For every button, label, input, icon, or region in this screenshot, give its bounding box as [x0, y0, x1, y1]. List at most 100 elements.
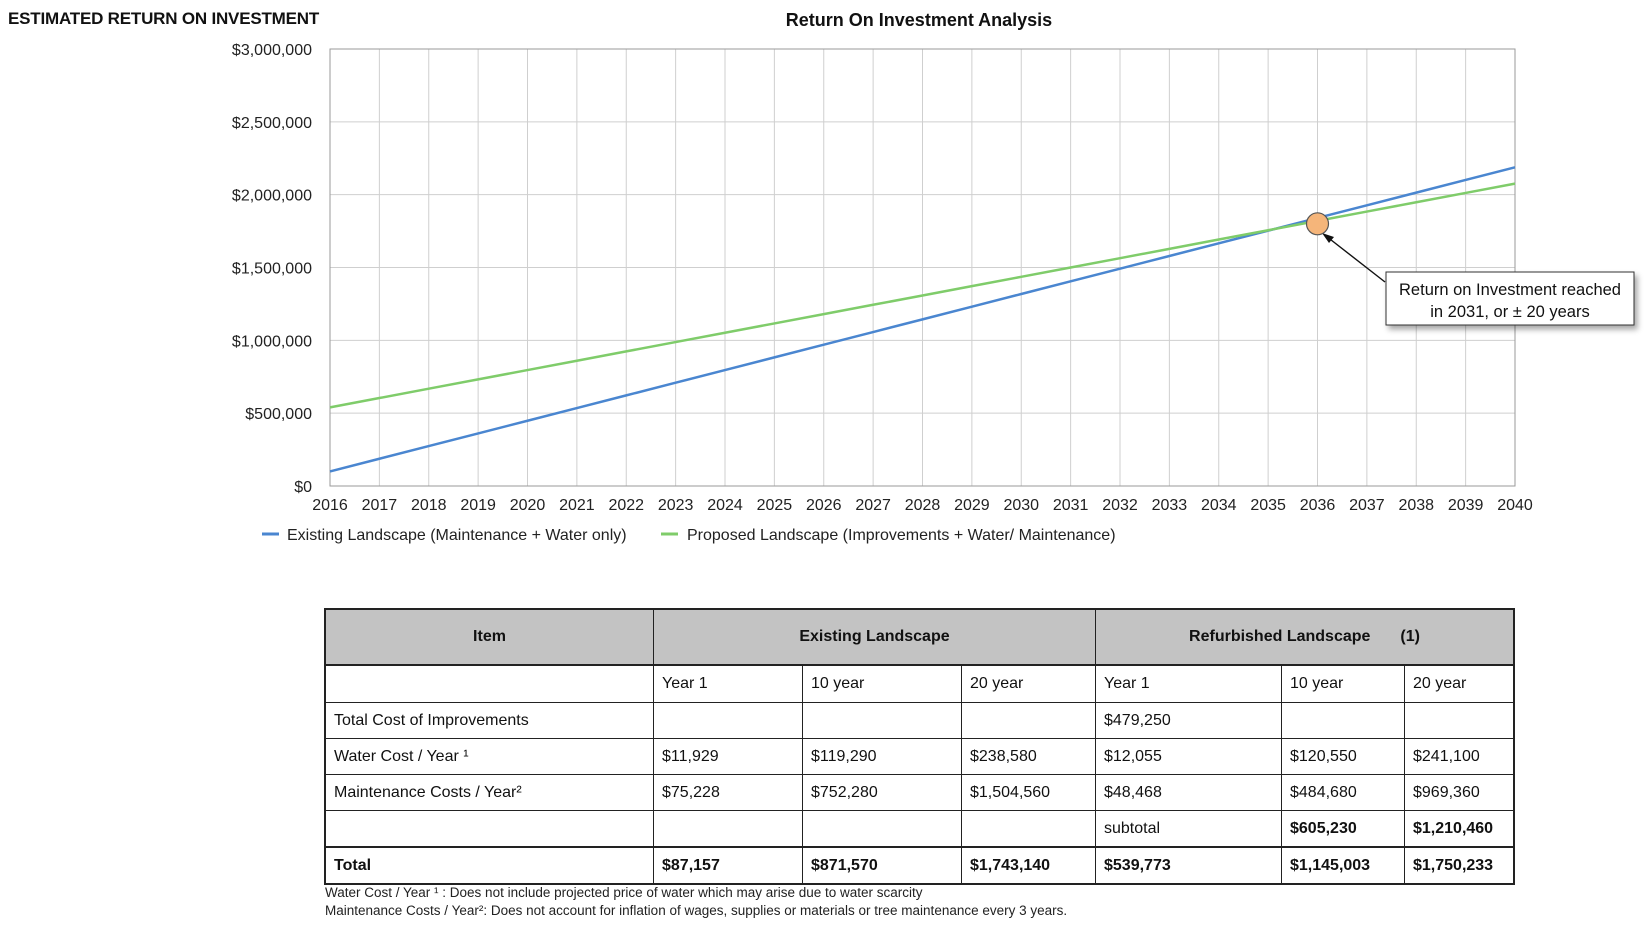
x-tick-label: 2038 [1398, 497, 1434, 514]
table-cell: $241,100 [1404, 738, 1515, 775]
x-tick-label: 2023 [658, 497, 694, 514]
table-cell [653, 702, 803, 739]
table-row: Water Cost / Year ¹ $11,929 $119,290 $23… [324, 738, 1515, 775]
x-tick-label: 2017 [362, 497, 398, 514]
table-cell: $120,550 [1281, 738, 1405, 775]
table-row-subtotal: subtotal $605,230 $1,210,460 [324, 810, 1515, 848]
table-cell [1404, 702, 1515, 739]
table-cell: $752,280 [802, 774, 962, 811]
footnote-water: Water Cost / Year ¹ : Does not include p… [325, 885, 923, 900]
subheader-cell: Year 1 [653, 664, 803, 703]
table-cell: Maintenance Costs / Year² [324, 774, 654, 811]
grid [329, 48, 1516, 487]
total-value: $87,157 [653, 846, 803, 885]
roi-cost-table: Item Existing Landscape Refurbished Land… [324, 608, 1515, 885]
roi-point-marker [1305, 212, 1330, 236]
table-cell: $119,290 [802, 738, 962, 775]
annotation-arrow-line [1325, 235, 1386, 283]
table-cell: Total Cost of Improvements [324, 702, 654, 739]
total-value: $1,743,140 [961, 846, 1096, 885]
x-tick-label: 2030 [1003, 497, 1039, 514]
table-cell: $12,055 [1095, 738, 1282, 775]
x-tick-label: 2036 [1300, 497, 1336, 514]
table-cell: $11,929 [653, 738, 803, 775]
subtotal-label: subtotal [1095, 810, 1282, 848]
header-refurbished-landscape: Refurbished Landscape (1) [1095, 608, 1515, 666]
table-cell: $75,228 [653, 774, 803, 811]
subheader-cell: 20 year [961, 664, 1096, 703]
table-row: Maintenance Costs / Year² $75,228 $752,2… [324, 774, 1515, 811]
table-cell: $238,580 [961, 738, 1096, 775]
table-row-total: Total $87,157 $871,570 $1,743,140 $539,7… [324, 846, 1515, 885]
subheader-cell: Year 1 [1095, 664, 1282, 703]
legend-label-proposed: Proposed Landscape (Improvements + Water… [687, 527, 1116, 544]
x-tick-label: 2031 [1053, 497, 1089, 514]
table-cell [1281, 702, 1405, 739]
table-cell [802, 810, 962, 848]
x-tick-label: 2040 [1497, 497, 1533, 514]
x-axis-ticks: 2016 2017 2018 2019 2020 2021 2022 2023 2024 2025… [312, 497, 1533, 514]
table-cell [653, 810, 803, 848]
y-tick-label: $2,500,000 [232, 115, 312, 132]
total-value: $871,570 [802, 846, 962, 885]
table-cell: $969,360 [1404, 774, 1515, 811]
legend: Existing Landscape (Maintenance + Water … [262, 527, 1116, 544]
header-item: Item [324, 608, 654, 666]
x-tick-label: 2037 [1349, 497, 1385, 514]
y-tick-label: $1,000,000 [232, 333, 312, 350]
footnotes: Water Cost / Year ¹ : Does not include p… [325, 884, 1067, 920]
total-value: $1,750,233 [1404, 846, 1515, 885]
x-tick-label: 2028 [905, 497, 941, 514]
table-cell [802, 702, 962, 739]
x-tick-label: 2016 [312, 497, 348, 514]
header-existing-landscape: Existing Landscape [653, 608, 1096, 666]
annotation-line-2: in 2031, or ± 20 years [1430, 303, 1589, 321]
table-cell: $479,250 [1095, 702, 1282, 739]
y-tick-label: $500,000 [245, 406, 312, 423]
subheader-cell [324, 664, 654, 703]
x-tick-label: 2024 [707, 497, 743, 514]
subheader-cell: 20 year [1404, 664, 1515, 703]
total-value: $539,773 [1095, 846, 1282, 885]
x-tick-label: 2018 [411, 497, 447, 514]
x-tick-label: 2039 [1448, 497, 1484, 514]
header-refurbished-note: (1) [1400, 628, 1420, 645]
table-header-row: Item Existing Landscape Refurbished Land… [324, 608, 1515, 666]
x-tick-label: 2019 [460, 497, 496, 514]
page-heading: ESTIMATED RETURN ON INVESTMENT [8, 9, 320, 28]
x-tick-label: 2032 [1102, 497, 1138, 514]
x-tick-label: 2033 [1152, 497, 1188, 514]
y-tick-label: $2,000,000 [232, 188, 312, 205]
table-cell: Water Cost / Year ¹ [324, 738, 654, 775]
header-refurbished-label: Refurbished Landscape [1189, 628, 1371, 645]
table-row: Total Cost of Improvements $479,250 [324, 702, 1515, 739]
table-cell: $484,680 [1281, 774, 1405, 811]
roi-line-chart: Return On Investment Analysis $0 $500,000… [232, 10, 1635, 544]
table-cell [324, 810, 654, 848]
table-cell: $48,468 [1095, 774, 1282, 811]
y-tick-label: $0 [294, 479, 312, 496]
annotation-arrowhead [1322, 233, 1334, 243]
y-tick-label: $3,000,000 [232, 42, 312, 59]
table-cell [961, 810, 1096, 848]
x-tick-label: 2029 [954, 497, 990, 514]
subheader-cell: 10 year [1281, 664, 1405, 703]
table-cell: $1,504,560 [961, 774, 1096, 811]
table-subheader-row: Year 1 10 year 20 year Year 1 10 year 20… [324, 664, 1515, 703]
roi-annotation: Return on Investment reached in 2031, or… [1305, 212, 1635, 326]
annotation-line-1: Return on Investment reached [1399, 281, 1621, 299]
total-value: $1,145,003 [1281, 846, 1405, 885]
x-tick-label: 2035 [1250, 497, 1286, 514]
chart-title: Return On Investment Analysis [786, 10, 1052, 30]
subtotal-value: $605,230 [1281, 810, 1405, 848]
plot-frame [329, 48, 1516, 487]
y-tick-label: $1,500,000 [232, 261, 312, 278]
x-tick-label: 2025 [757, 497, 793, 514]
footnote-maintenance: Maintenance Costs / Year²: Does not acco… [325, 903, 1068, 918]
x-tick-label: 2027 [855, 497, 891, 514]
x-tick-label: 2022 [608, 497, 644, 514]
x-tick-label: 2026 [806, 497, 842, 514]
subheader-cell: 10 year [802, 664, 962, 703]
x-tick-label: 2034 [1201, 497, 1237, 514]
subtotal-value: $1,210,460 [1404, 810, 1515, 848]
